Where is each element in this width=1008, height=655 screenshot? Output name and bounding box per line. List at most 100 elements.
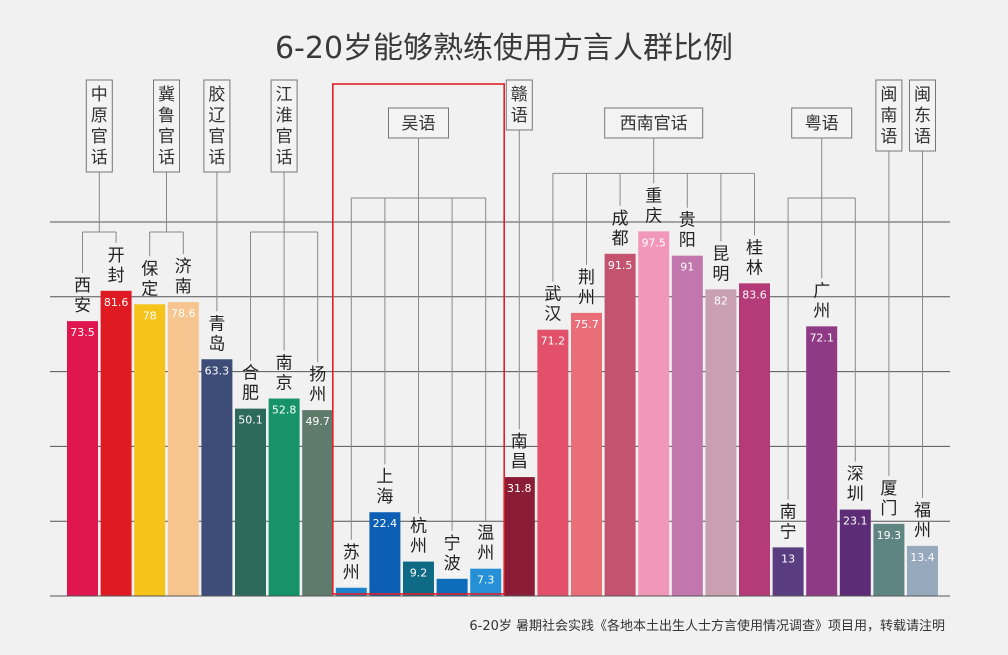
category-label-24: 厦门: [880, 479, 897, 519]
group-label-8: 闽南语: [880, 85, 897, 147]
bar-2: [134, 304, 166, 596]
bar-6: [268, 398, 300, 596]
footnote: 6-20岁 暑期社会实践《各地本土出生人士方言使用情况调查》项目用，转载请注明: [469, 618, 945, 634]
bar-10: [403, 561, 434, 596]
bar-23: [839, 509, 871, 596]
value-label-12: 7.3: [477, 574, 495, 587]
value-label-1: 81.6: [104, 296, 129, 309]
group-label-5: 赣语: [511, 85, 528, 126]
value-label-14: 71.2: [541, 335, 566, 348]
group-6: 西南官话: [604, 107, 704, 139]
group-8: 闽南语: [875, 79, 903, 152]
group-label-9: 闽东语: [914, 85, 931, 147]
category-label-8: 苏州: [343, 543, 360, 583]
bar-17: [638, 231, 670, 596]
group-label-0: 中原官话: [91, 85, 108, 168]
category-label-0: 西安: [74, 276, 91, 316]
bar-11: [436, 578, 468, 596]
value-label-9: 22.4: [373, 517, 398, 530]
category-label-1: 开封: [108, 246, 125, 286]
bar-15: [571, 312, 602, 596]
bar-8: [335, 587, 367, 596]
category-label-13: 南昌: [511, 432, 528, 472]
group-9: 闽东语: [909, 79, 936, 152]
bar-18: [671, 255, 703, 596]
value-label-25: 13.4: [910, 551, 935, 564]
category-label-6: 南京: [276, 354, 293, 394]
group-3: 江淮官话: [270, 79, 298, 173]
category-label-11: 宁波: [444, 534, 461, 574]
value-label-8: 2.2: [343, 574, 361, 587]
category-label-19: 昆明: [712, 244, 729, 284]
bar-25: [907, 545, 938, 596]
group-label-3: 江淮官话: [276, 85, 293, 168]
category-label-14: 武汉: [544, 285, 561, 325]
value-label-10: 9.2: [410, 567, 428, 580]
category-label-2: 保定: [141, 259, 158, 299]
bar-21: [772, 547, 804, 596]
group-label-1: 冀鲁官话: [158, 85, 175, 168]
bar-1: [100, 290, 132, 596]
value-label-2: 78: [143, 309, 157, 322]
value-label-7: 49.7: [305, 415, 330, 428]
group-0: 中原官话: [85, 79, 113, 173]
value-label-11: 4.6: [443, 565, 461, 578]
category-label-17: 重庆: [645, 186, 662, 226]
value-label-16: 91.5: [608, 259, 633, 272]
value-label-22: 72.1: [809, 331, 834, 344]
bar-9: [369, 512, 401, 596]
category-label-3: 济南: [175, 257, 192, 297]
value-label-24: 19.3: [877, 529, 902, 542]
bar-22: [806, 326, 838, 596]
category-label-9: 上海: [376, 467, 393, 507]
category-label-23: 深圳: [847, 465, 864, 505]
category-label-16: 成都: [612, 209, 629, 249]
category-label-7: 扬州: [309, 365, 326, 405]
grid-lines: [50, 221, 950, 522]
group-2: 胶辽官话: [203, 79, 231, 173]
group-label-6: 西南官话: [620, 114, 688, 134]
value-label-5: 50.1: [238, 414, 263, 427]
category-label-25: 福州: [914, 501, 931, 541]
value-label-19: 82: [714, 294, 728, 307]
bar-16: [604, 253, 636, 597]
bars: [67, 231, 938, 597]
category-label-12: 温州: [477, 524, 494, 564]
value-label-21: 13: [781, 552, 795, 565]
bar-24: [873, 523, 905, 596]
category-label-4: 青岛: [208, 314, 225, 354]
value-label-4: 63.3: [205, 364, 230, 377]
group-label-7: 粤语: [805, 114, 839, 134]
value-label-23: 23.1: [843, 515, 868, 528]
dialect-groups: 中原官话 冀鲁官话 胶辽官话 江淮官话 吴语 赣语西南官话 粤语 闽南语闽东语: [85, 79, 936, 595]
bar-labels: 73.5 西安 81.6 开封 78 保定 78.6 济南 63.3 青岛 50.1 合肥 52.8 南京…: [70, 186, 935, 586]
category-label-18: 贵阳: [679, 211, 696, 251]
group-4: 吴语: [331, 83, 505, 595]
value-label-13: 31.8: [507, 482, 532, 495]
group-5: 赣语: [505, 79, 533, 131]
bar-20: [739, 283, 770, 596]
bar-5: [235, 408, 266, 596]
bar-19: [705, 289, 737, 596]
bar-7: [302, 410, 334, 596]
value-label-15: 75.7: [574, 318, 599, 331]
bar-13: [503, 477, 535, 596]
group-1: 冀鲁官话: [153, 79, 180, 173]
bar-14: [537, 329, 569, 596]
category-label-20: 桂林: [746, 238, 763, 278]
group-label-4: 吴语: [402, 114, 436, 134]
category-label-10: 杭州: [410, 517, 427, 557]
category-label-22: 广州: [813, 281, 830, 321]
value-label-18: 91: [680, 261, 694, 274]
value-label-17: 97.5: [641, 236, 666, 249]
category-label-15: 荆州: [578, 268, 595, 308]
highlight-frame: [331, 83, 505, 595]
bar-12: [470, 568, 502, 596]
value-label-3: 78.6: [171, 307, 196, 320]
value-label-6: 52.8: [272, 404, 297, 417]
bar-0: [67, 321, 98, 596]
category-label-5: 合肥: [242, 364, 259, 404]
bar-4: [201, 359, 233, 596]
value-label-0: 73.5: [70, 326, 95, 339]
